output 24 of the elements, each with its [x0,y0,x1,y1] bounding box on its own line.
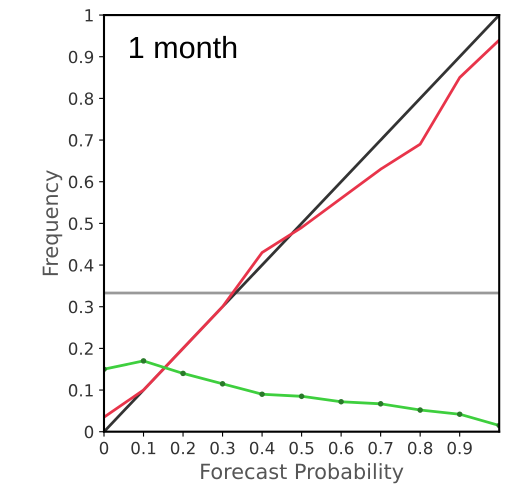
y-tick-label: 1 [86,9,93,22]
x-tick-label: 0.9 [448,442,472,454]
x-tick-label: 0.4 [250,442,274,454]
y-tick-label: 0.2 [68,342,93,355]
y-axis-title: Frequency [42,170,62,276]
x-tick-label: 0.7 [368,442,392,454]
x-tick-label: 0.8 [408,442,432,454]
y-tick-label: 0.8 [68,92,94,105]
x-tick-label: 0.5 [289,442,314,454]
y-tick-label: 0.5 [68,217,93,230]
y-tick-label: 0.6 [68,176,94,188]
x-tick-label: 0.2 [170,442,195,454]
x-tick-label: 0.3 [210,442,234,454]
y-tick-label: 0 [84,426,94,438]
y-tick-label: 0.1 [68,384,93,397]
y-tick-label: 0.4 [68,259,94,272]
x-tick-label: 0.1 [131,442,156,454]
y-tick-label: 0.7 [68,134,93,147]
y-tick-label: 0.3 [68,300,93,314]
annotation: 1 month [130,36,236,58]
y-tick-label: 0.9 [68,50,94,64]
x-tick-label: 0.6 [328,442,354,454]
x-axis-title: Forecast Probability [201,463,404,484]
x-tick-label: 0 [100,442,108,454]
